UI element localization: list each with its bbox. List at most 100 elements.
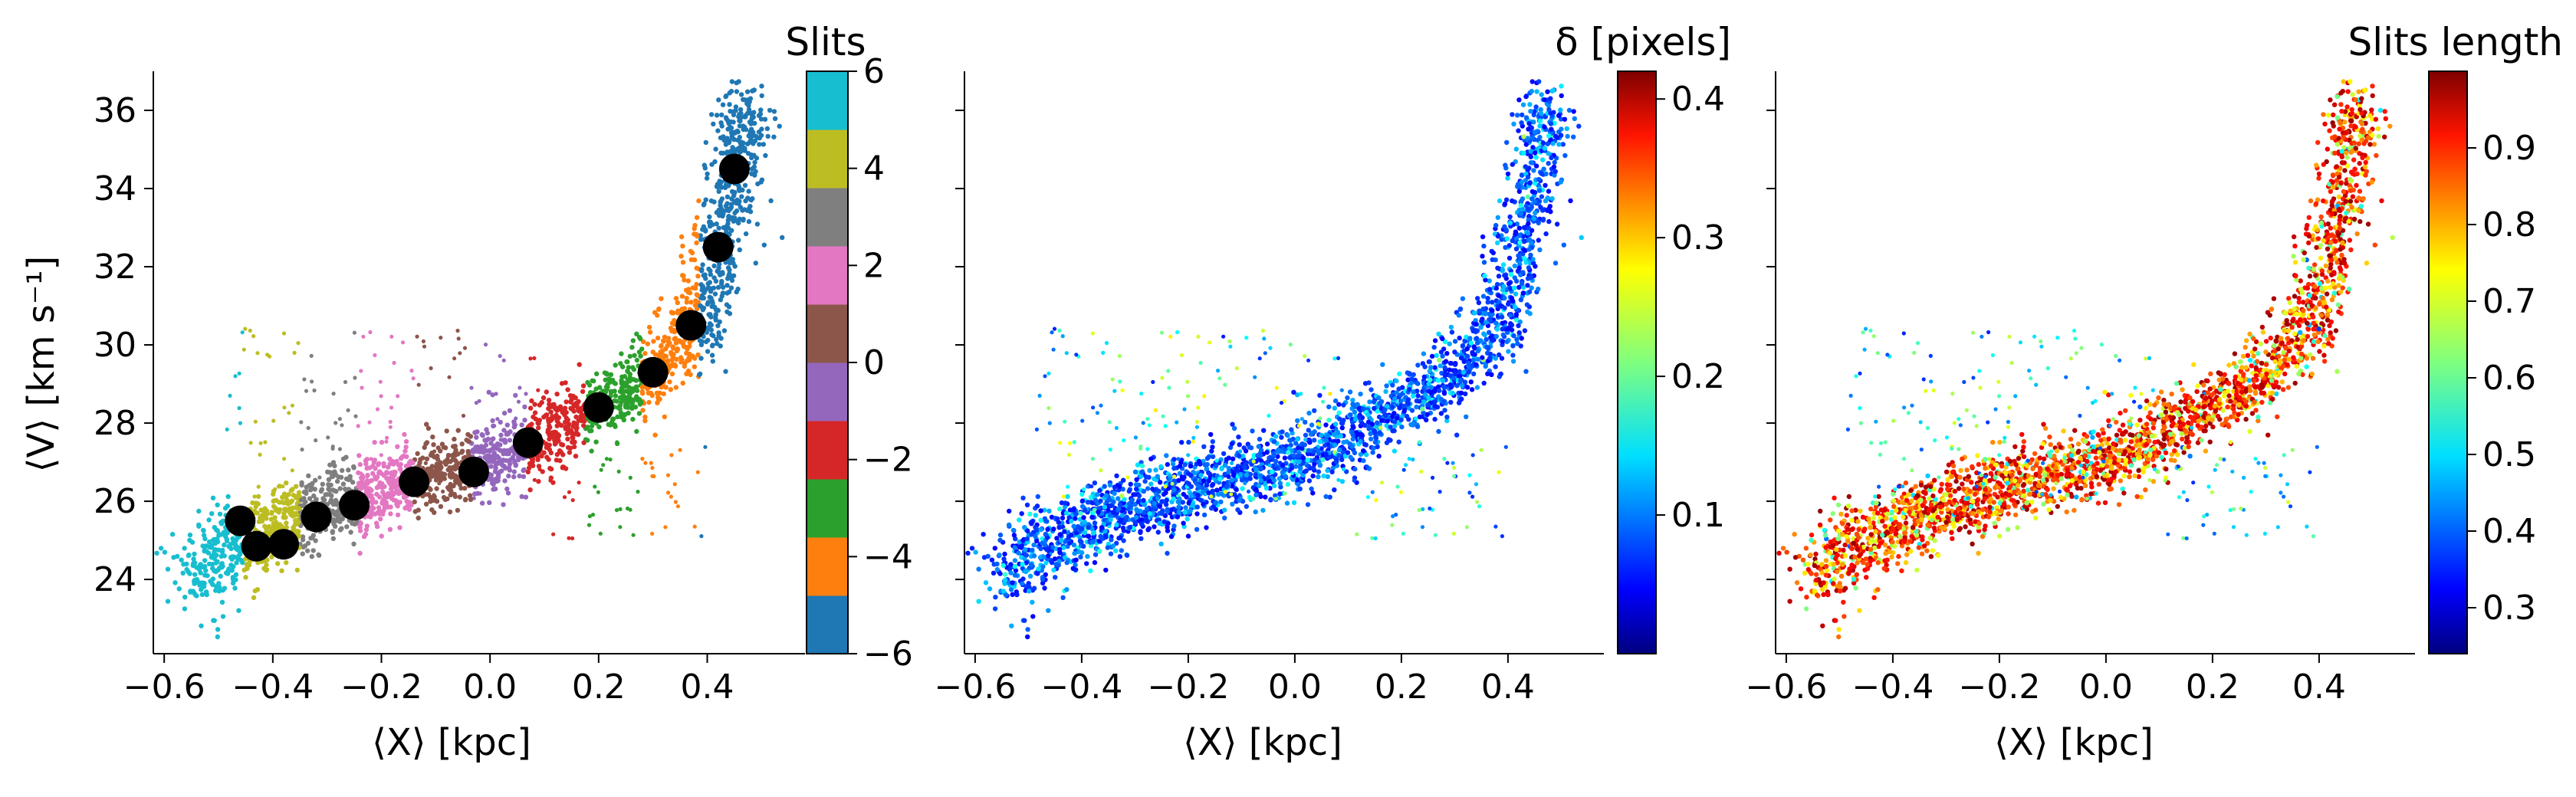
scatter-point bbox=[536, 425, 541, 431]
scatter-point bbox=[1002, 551, 1007, 557]
scatter-point bbox=[596, 490, 601, 494]
scatter-point bbox=[162, 549, 168, 555]
scatter-point bbox=[684, 300, 689, 305]
scatter-point bbox=[1309, 422, 1315, 428]
scatter-point bbox=[369, 504, 374, 510]
scatter-point bbox=[675, 308, 681, 313]
scatter-point bbox=[623, 395, 629, 401]
scatter-point bbox=[720, 290, 725, 296]
scatter-point bbox=[1519, 172, 1525, 178]
scatter-point bbox=[423, 441, 429, 447]
scatter-point bbox=[429, 507, 435, 513]
scatter-point bbox=[412, 499, 417, 505]
scatter-point bbox=[306, 425, 310, 431]
scatter-point bbox=[1417, 398, 1422, 404]
scatter-point bbox=[549, 416, 555, 422]
scatter-point bbox=[1010, 592, 1015, 597]
scatter-point bbox=[713, 146, 718, 152]
scatter-point bbox=[359, 369, 363, 373]
scatter-point bbox=[678, 234, 685, 240]
scatter-point bbox=[452, 436, 457, 442]
scatter-point bbox=[1306, 410, 1312, 416]
scatter-point bbox=[1237, 442, 1242, 448]
scatter-point bbox=[299, 482, 304, 488]
scatter-point bbox=[1428, 385, 1434, 390]
scatter-point bbox=[1447, 360, 1454, 366]
scatter-point bbox=[458, 485, 464, 491]
scatter-point bbox=[252, 494, 257, 499]
scatter-point bbox=[606, 421, 611, 428]
scatter-point bbox=[1506, 255, 1513, 261]
scatter-point bbox=[544, 389, 549, 395]
scatter-point bbox=[1368, 387, 1374, 392]
scatter-point bbox=[1133, 482, 1139, 487]
scatter-point bbox=[304, 484, 309, 490]
scatter-point bbox=[573, 430, 580, 436]
scatter-point bbox=[614, 508, 619, 513]
scatter-point bbox=[379, 533, 384, 539]
scatter-point bbox=[492, 424, 497, 428]
scatter-point bbox=[1501, 284, 1506, 290]
scatter-point bbox=[634, 331, 639, 336]
scatter-point bbox=[1007, 508, 1012, 514]
scatter-point bbox=[1263, 494, 1268, 500]
scatter-point bbox=[314, 438, 318, 443]
scatter-point bbox=[230, 576, 236, 582]
scatter-point bbox=[1516, 97, 1522, 103]
scatter-point bbox=[258, 441, 263, 445]
scatter-point bbox=[1141, 488, 1147, 494]
scatter-point bbox=[415, 334, 419, 339]
scatter-point bbox=[373, 353, 377, 358]
scatter-point bbox=[666, 490, 671, 495]
scatter-point bbox=[482, 438, 488, 443]
scatter-point bbox=[731, 120, 736, 125]
scatter-point bbox=[313, 538, 318, 543]
scatter-point bbox=[242, 347, 246, 352]
scatter-point bbox=[591, 378, 596, 384]
scatter-point bbox=[1516, 225, 1523, 231]
scatter-point bbox=[302, 543, 308, 549]
scatter-point bbox=[716, 330, 721, 336]
scatter-point bbox=[1264, 450, 1270, 455]
scatter-point bbox=[704, 175, 710, 181]
scatter-point bbox=[1532, 130, 1538, 135]
scatter-point bbox=[1078, 510, 1083, 517]
scatter-point bbox=[294, 504, 299, 510]
scatter-point bbox=[1571, 109, 1576, 114]
scatter-point bbox=[356, 453, 362, 458]
scatter-point bbox=[1336, 402, 1342, 407]
scatter-point bbox=[1526, 289, 1533, 295]
scatter-point bbox=[389, 334, 394, 339]
x-tick-label: −0.4 bbox=[232, 667, 314, 707]
scatter-point bbox=[1277, 491, 1283, 497]
scatter-point bbox=[380, 500, 385, 506]
scatter-point bbox=[737, 247, 742, 253]
scatter-point bbox=[608, 458, 613, 462]
scatter-point bbox=[491, 481, 496, 487]
scatter-point bbox=[1452, 349, 1457, 355]
scatter-point bbox=[243, 326, 248, 331]
scatter-point bbox=[601, 463, 606, 467]
scatter-point bbox=[172, 580, 178, 585]
scatter-point bbox=[1336, 410, 1342, 415]
scatter-point bbox=[375, 407, 380, 412]
scatter-point bbox=[1481, 380, 1487, 386]
scatter-point bbox=[411, 376, 416, 381]
scatter-point bbox=[298, 497, 304, 503]
scatter-point bbox=[709, 162, 715, 167]
scatter-point bbox=[487, 500, 492, 506]
scatter-point bbox=[1081, 543, 1086, 549]
scatter-point bbox=[1376, 454, 1382, 459]
scatter-point bbox=[516, 457, 521, 463]
scatter-point bbox=[1158, 541, 1164, 546]
scatter-point bbox=[667, 379, 672, 385]
scatter-point bbox=[1236, 435, 1241, 440]
scatter-point bbox=[236, 553, 242, 559]
scatter-point bbox=[493, 465, 498, 471]
scatter-point bbox=[1526, 265, 1532, 271]
scatter-point bbox=[457, 482, 462, 487]
scatter-point bbox=[1164, 453, 1169, 458]
scatter-point bbox=[1341, 402, 1346, 408]
scatter-point bbox=[711, 263, 717, 269]
scatter-point bbox=[705, 349, 711, 354]
